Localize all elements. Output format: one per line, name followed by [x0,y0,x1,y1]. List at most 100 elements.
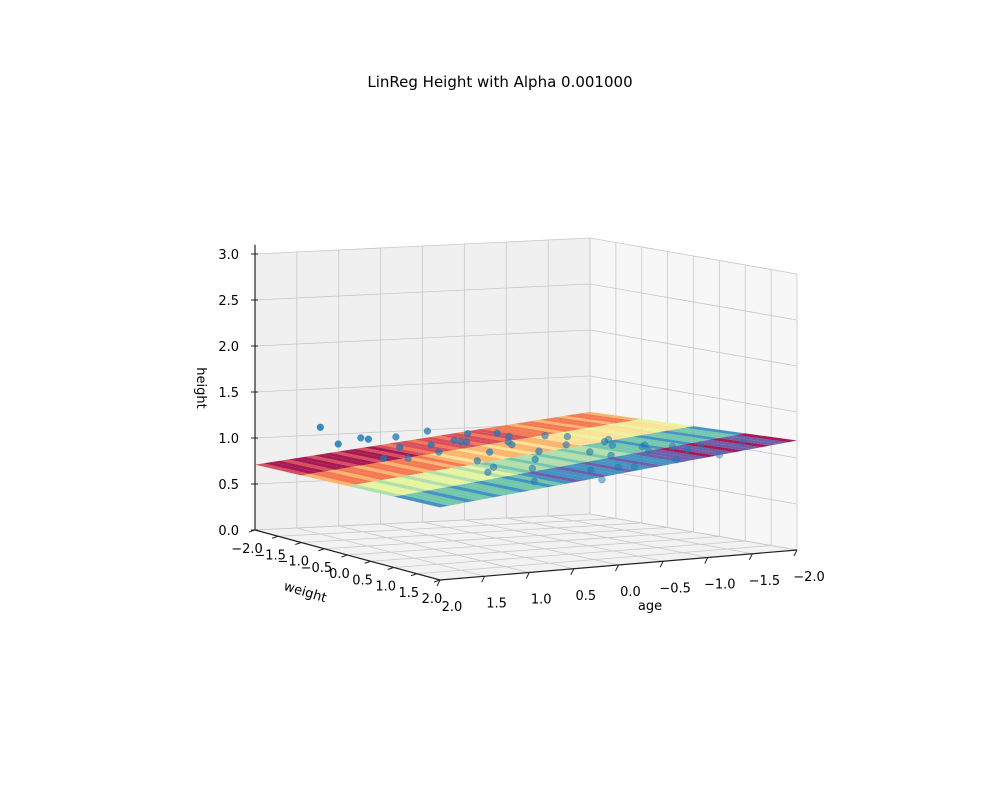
surface-facet [472,480,530,493]
surface-facet [582,427,642,437]
x-tick-label: 0.5 [576,589,597,604]
grid-line [324,527,668,550]
data-point [644,447,653,455]
surface-facet [505,440,564,451]
z-tick-label: 3.0 [218,248,239,263]
surface-facet [494,459,552,470]
surface-facet [683,442,744,453]
data-point [563,432,572,441]
surface-facet [607,423,668,433]
grid-line [589,329,798,367]
surface-facet [641,433,702,443]
surface-facet [296,456,353,469]
surface-facet [624,436,684,447]
surface-facet [488,442,547,454]
surface-facet [599,424,659,434]
data-point [423,427,432,435]
data-point [473,457,481,465]
surface-facet [489,426,549,436]
data-point [493,429,501,437]
data-point [530,477,538,486]
y-tick [271,535,279,539]
z-tick-label: 1.5 [218,386,239,401]
surface-facet [451,466,508,478]
grid-line [254,283,591,301]
surface-facet [403,457,460,469]
surface-facet [551,466,610,478]
surface-facet [420,490,476,503]
scatter-points [316,423,746,486]
surface-facet [514,422,574,432]
surface-facet [506,423,566,434]
surface-facet [356,483,412,496]
surface-facet [590,426,651,436]
x-tick-label: −1.0 [704,578,736,593]
surface-facet [313,454,370,466]
surface-facet [355,447,412,459]
data-point [435,448,443,456]
z-tick-label: 0.5 [218,478,239,493]
surface-facet [377,461,434,473]
surface-facet [480,444,538,455]
surface-facet [416,472,473,484]
surface-facet [613,455,673,466]
surface-facet [360,464,417,476]
data-point [668,442,677,451]
grid-line [589,283,798,321]
y-tick-label: −2.0 [231,542,263,557]
surface-facet [639,450,699,461]
grid-line [301,522,642,543]
data-point [457,438,465,446]
surface-facet [330,451,387,463]
data-point [715,451,723,459]
y-tick-label: 0.0 [329,567,350,582]
y-tick-label: −1.0 [277,555,309,570]
data-point [396,443,404,451]
data-point [508,441,516,449]
surface-facet [573,413,634,422]
surface-facet [425,471,482,483]
surface-facet [503,457,561,469]
surface-facet [556,415,617,425]
surface-facet [390,477,447,489]
surface-facet [537,451,596,462]
surface-facet [572,445,632,456]
surface-facet [263,462,319,474]
data-point [463,430,472,438]
y-tick-label: 0.5 [352,573,373,588]
surface-facet [380,443,438,455]
surface-facet [573,428,633,439]
surface-facet [288,458,344,470]
surface-facet [352,465,409,478]
y-tick-label: 1.0 [375,580,396,595]
y-tick [318,548,325,552]
surface-facet [529,453,588,464]
x-tick-label: −0.5 [659,581,691,596]
surface-facet [539,418,600,428]
y-tick [410,573,418,577]
surface-facet [445,450,504,461]
data-point [334,440,342,448]
surface-facet [650,432,711,442]
data-point [535,447,543,455]
surface-facet [472,429,532,439]
surface-facet [604,457,664,468]
surface-facet [402,493,458,506]
surface-facet [437,487,494,499]
surface-facet [624,420,685,430]
x-tick-label: −1.5 [749,574,781,589]
x-tick [615,564,619,572]
surface-facet [497,425,557,435]
surface-facet [555,448,614,459]
surface-facet [414,438,472,449]
grid-line [416,545,772,575]
data-point [696,441,704,449]
x-tick [793,549,798,557]
surface-facet [622,453,681,464]
data-point [587,466,595,474]
surface-facet [373,480,429,492]
data-point [528,464,537,473]
x-tick-label: 1.5 [486,596,507,611]
x-tick-label: 1.0 [531,593,552,608]
y-tick [364,560,371,564]
